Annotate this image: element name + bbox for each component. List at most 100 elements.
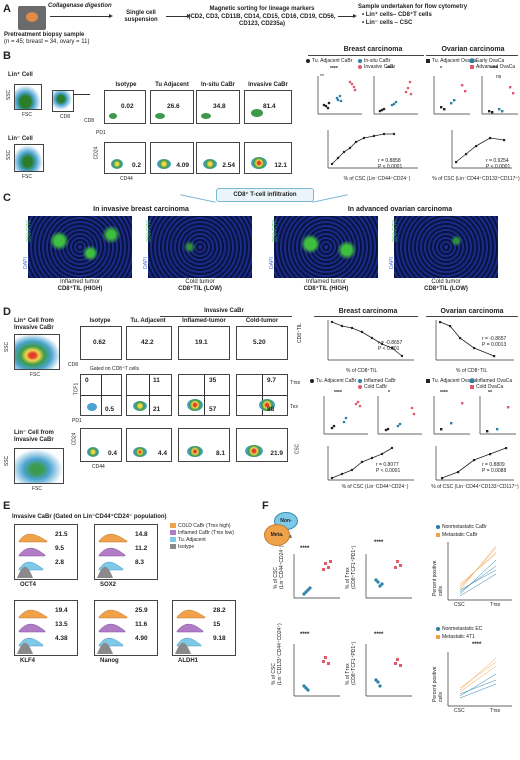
d-x-csc-o: % of CSC (Lin⁻CD44⁺CD133⁺CD117⁺)	[431, 484, 519, 490]
d-corr-bottom	[327, 446, 514, 481]
e-legend-2: Tu. Adjacent	[170, 537, 206, 543]
b-sig-3: *	[440, 66, 442, 72]
b-corr-breast-p: P < 0.0001	[378, 164, 403, 170]
d-ssc-fsc-neg	[14, 448, 64, 484]
panel-e-letter: E	[3, 500, 11, 512]
f-bubble-meta: Meta.	[264, 524, 290, 546]
b-pd1-val-1: 26.6	[167, 103, 180, 110]
d-group-rule	[160, 316, 292, 317]
d-ovarian-title: Ovarian carcinoma	[440, 308, 504, 315]
e-legend-0: COLD CaBr (Tᴛᴇx high)	[170, 523, 231, 529]
e-klf4-v2: 4.38	[55, 635, 68, 642]
b-csc-plot-1: 4.09	[150, 142, 194, 174]
d-csc-val-3: 21.9	[270, 450, 283, 457]
f-legend2-1: Metastatic 4T1	[436, 634, 475, 640]
d-breast-rule	[314, 316, 418, 317]
b-lin-pos: Lin⁺ Cell	[8, 72, 33, 78]
b-csc-plot-3: 12.1	[244, 142, 292, 174]
c-micro-2	[274, 216, 378, 278]
d-tex-label: Tᴇx	[290, 404, 299, 410]
f-y1: % of CSC (Lin⁻CD44⁺CD24⁻)	[273, 545, 285, 590]
d-tcf-plot-2: 35 57	[178, 374, 230, 416]
d-sig-1: ****	[334, 390, 342, 396]
b-cd44-label: CD44	[120, 176, 133, 182]
d-top-val-1: 11	[153, 377, 160, 384]
d-sig-2: *	[388, 390, 390, 396]
b-ovarian-legend-1: Early OvaCa	[470, 58, 504, 64]
e-hist-nanog-svg	[97, 609, 128, 654]
d-tcf-plot-3: 9.7 88	[236, 374, 288, 416]
b-ssc1: SSC	[6, 89, 13, 101]
c-right-title: In advanced ovarian carcinoma	[347, 206, 453, 213]
f-ylabel-pp-1: Percent positive cells	[432, 560, 444, 596]
d-csc-plot-0: 0.4	[80, 428, 122, 462]
d-corr1-p: P < 0.001	[378, 346, 400, 352]
c-cd8-label-2: CD8-FITC	[272, 219, 279, 243]
e-aldh1-v2: 9.18	[213, 635, 226, 642]
f-legend2-0: Nonmetastatic EC	[436, 626, 482, 632]
e-marker-sox2: SOX2	[100, 582, 117, 588]
d-ovarian-legend-1: Inflamed OvaCa	[470, 378, 512, 384]
f-paired-top	[447, 542, 512, 601]
d-top-val-0: 0	[85, 377, 89, 384]
d-corr4-r: r = 0.8809	[482, 462, 505, 468]
b-col-3: Invasive CaBr	[248, 82, 288, 88]
e-klf4-v0: 19.4	[55, 607, 68, 614]
b-corr-breast	[327, 130, 418, 169]
d-cd8-axis: CD8	[68, 362, 79, 368]
d-x-csc-b: % of CSC (Lin⁻CD44⁺CD24⁻)	[341, 484, 409, 490]
d-col-0: Isotype	[89, 318, 111, 324]
arrow-a3	[338, 14, 357, 18]
b-dot-chart-2	[373, 76, 418, 115]
d-tcf-plot-0: 0 0.5	[80, 374, 122, 416]
d-cd8-val-0: 0.62	[93, 339, 106, 346]
b-x-csc-breast: % of CSC (Lin⁻CD44⁺CD24⁻)	[343, 176, 411, 182]
c-dapi-label-3: DAPI	[388, 257, 395, 269]
b-cd8-gate	[52, 90, 74, 112]
biopsy-label: Pretreatment biopsy sample	[4, 32, 85, 38]
d-cd8-val-3: 5.20	[253, 339, 266, 346]
e-sox2-v2: 8.3	[135, 559, 145, 566]
c-subcaption-0: CD8⁺TIL (HIGH)	[57, 286, 103, 292]
c-micro-0	[28, 216, 132, 278]
magnetic-title: Magnetic sorting for lineage markers	[209, 6, 315, 12]
d-csc-plot-2: 8.1	[178, 428, 230, 462]
d-cd8til-label: CD8⁺TIL	[296, 323, 303, 343]
d-corr2-r: r = -0.8657	[482, 336, 507, 342]
c-left-title: In invasive breast carcinoma	[93, 206, 189, 213]
d-ssc-fsc-pos	[14, 334, 60, 370]
b-pd1-plot-2: 34.8	[196, 90, 240, 124]
d-top-val-2: 35	[209, 377, 217, 384]
e-nanog-v2: 4.90	[135, 635, 148, 642]
d-corr4-p: P = 0.0088	[482, 468, 507, 474]
c-subcaption-1: CD8⁺TIL (LOW)	[178, 286, 222, 292]
b-pd1-val-3: 81.4	[263, 103, 276, 110]
f-paired-bottom	[447, 652, 512, 707]
d-cd8-val-1: 42.2	[141, 339, 154, 346]
d-x-cd8til-2: % of CD8⁺TIL	[456, 368, 488, 374]
flow-title: Sample undertaken for flow cytometry	[358, 4, 468, 10]
d-cd8-plot-3: 5.20	[236, 326, 288, 360]
b-dot-charts	[317, 76, 518, 115]
arrow-a2	[166, 14, 191, 18]
d-low-val-0: 0.5	[105, 406, 115, 413]
e-oct4-v2: 2.8	[55, 559, 65, 566]
b-dot-chart-3	[433, 76, 470, 115]
biopsy-image	[18, 6, 46, 30]
b-breast-title: Breast carcinoma	[343, 46, 403, 53]
d-breast-legend-0: Tu. Adjacent CaBr	[310, 378, 356, 384]
e-nanog-v0: 25.9	[135, 607, 148, 614]
e-hist-aldh1: 28.2 15 9.18	[172, 600, 236, 656]
b-csc-val-1: 4.09	[176, 162, 189, 169]
b-pd1-label: PD1	[96, 130, 106, 136]
f-x-ttex-2: Tᴛᴇx	[490, 708, 501, 714]
b-csc-plot-2: 2.54	[196, 142, 240, 174]
d-col-1: Tu. Adjacent	[130, 318, 166, 324]
b-dot-chart-4	[481, 76, 518, 115]
d-corr-top	[327, 320, 514, 361]
d-ovarian-legend-0: Tu. Adjacent OvaCa	[426, 378, 477, 384]
d-ssc1: SSC	[4, 341, 11, 353]
d-sig-3: ****	[440, 390, 448, 396]
c-subcaption-2: CD8⁺TIL (HIGH)	[303, 286, 349, 292]
d-low-val-2: 57	[209, 406, 217, 413]
